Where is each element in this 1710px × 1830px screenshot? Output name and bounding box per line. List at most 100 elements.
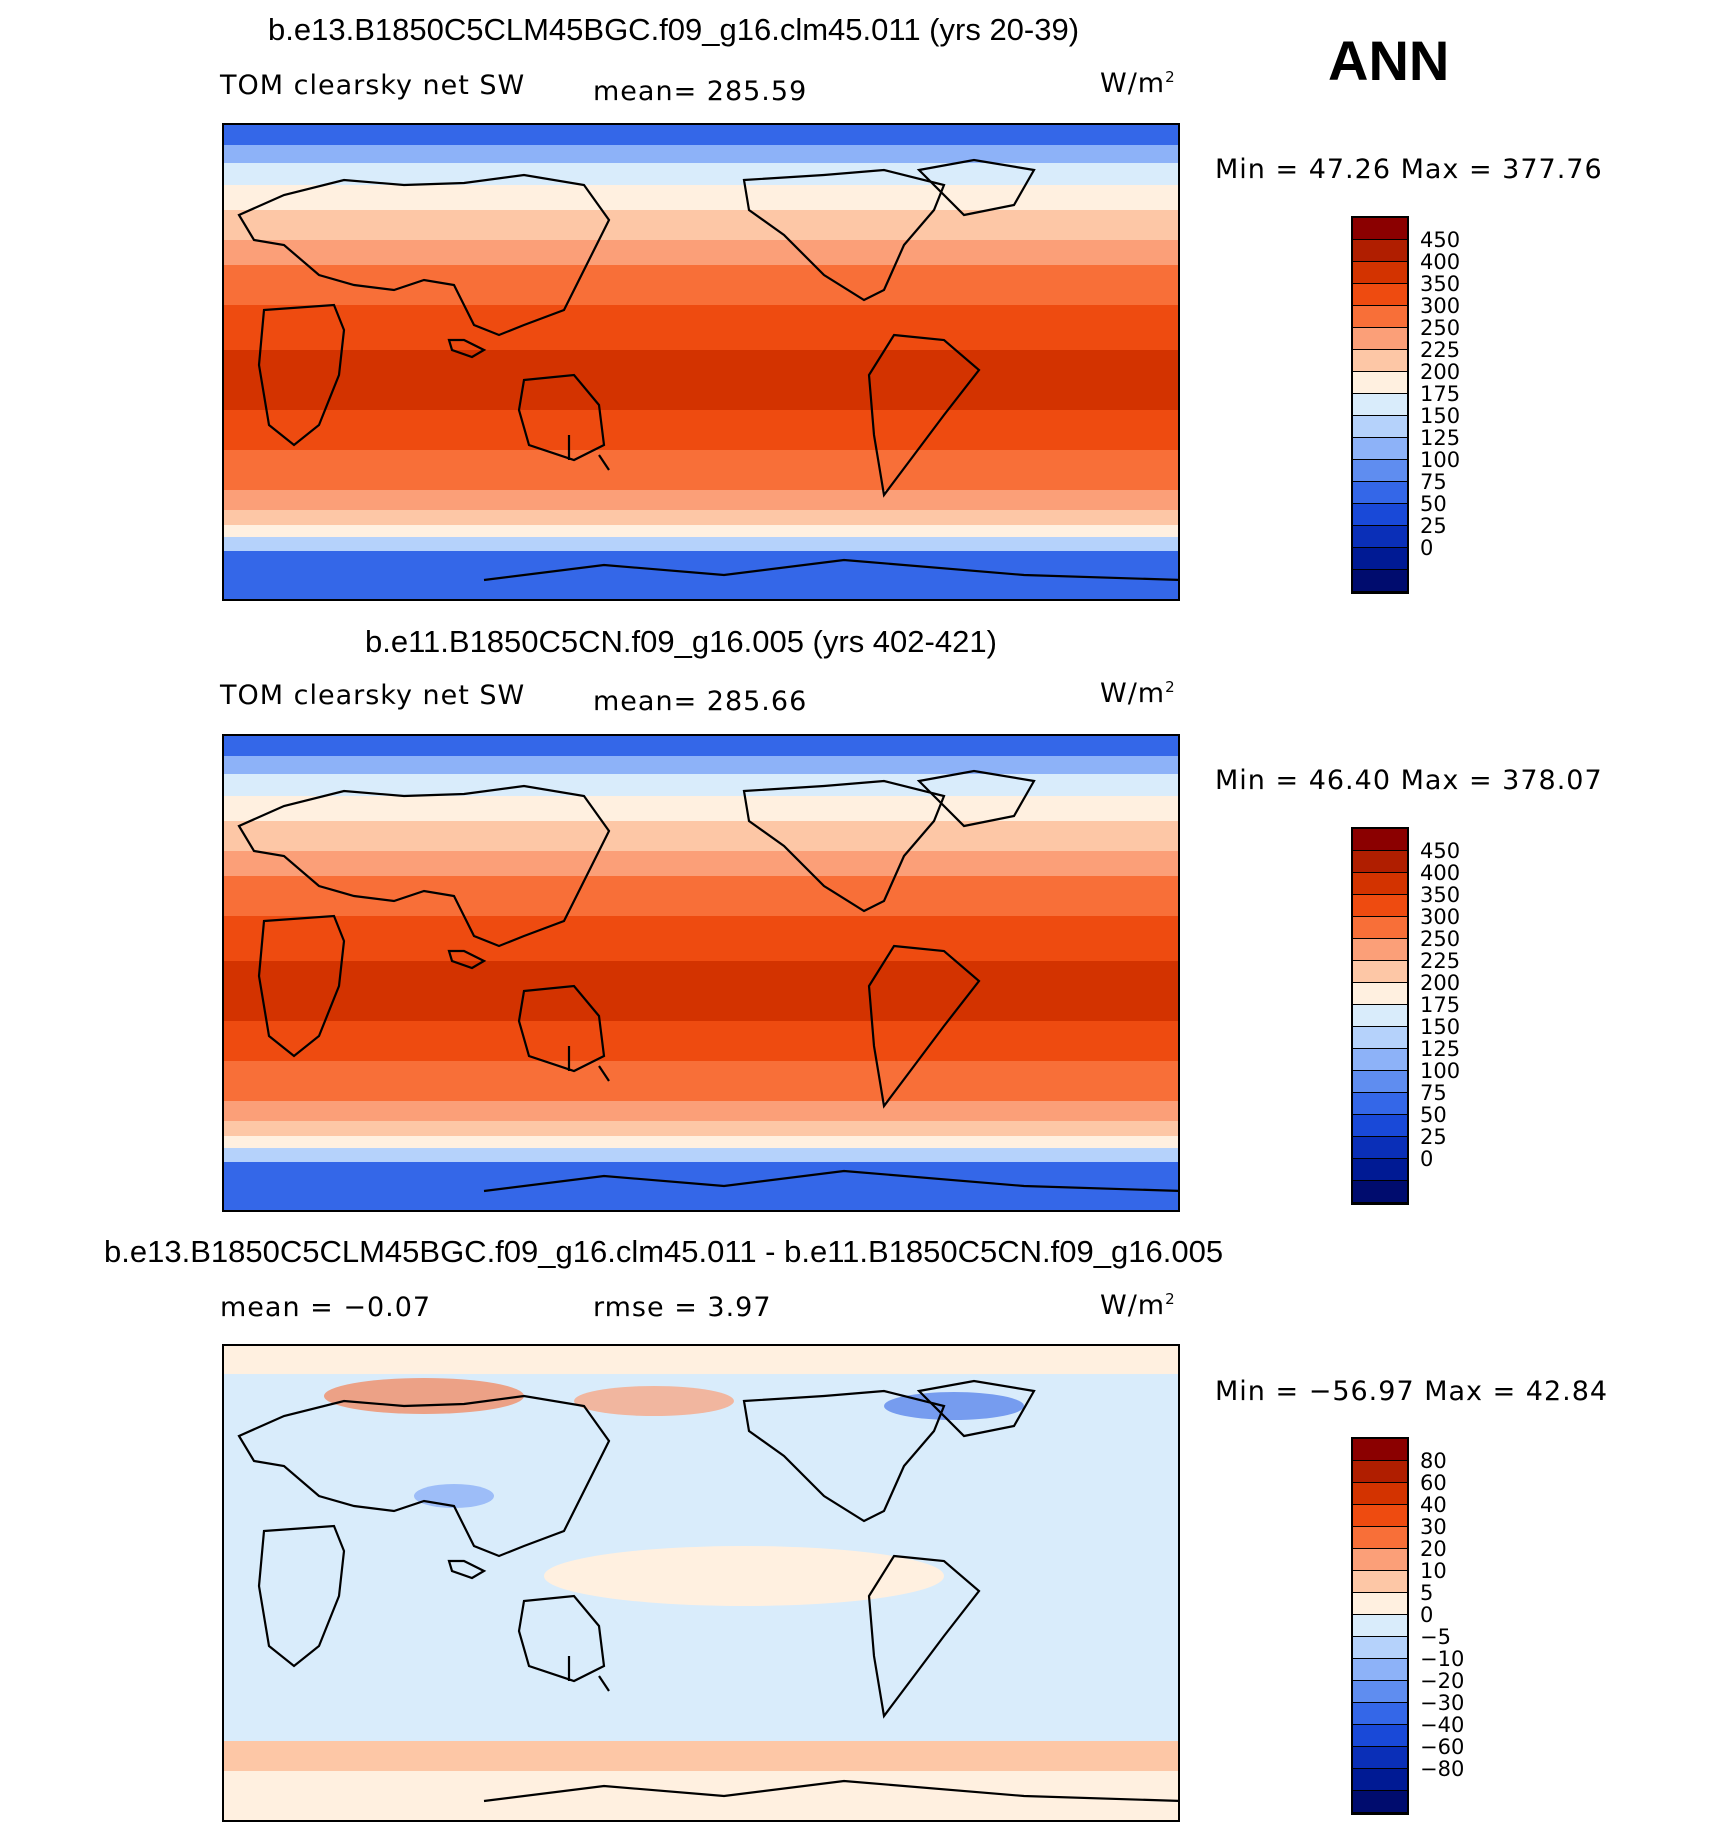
colorbar-tick-label: 400 — [1420, 250, 1461, 274]
panel-title: b.e13.B1850C5CLM45BGC.f09_g16.clm45.011 … — [104, 1234, 1224, 1269]
colorbar-segment — [1353, 306, 1407, 328]
colorbar-tick-label: 350 — [1420, 272, 1461, 296]
colorbar-tick-label: 300 — [1420, 294, 1461, 318]
min-max-label: Min = 47.26 Max = 377.76 — [1215, 154, 1603, 185]
colorbar-tick-label: 300 — [1420, 905, 1461, 929]
colorbar-tick-label: 225 — [1420, 949, 1461, 973]
colorbar-segment — [1353, 350, 1407, 372]
colorbar-tick-label: 150 — [1420, 404, 1461, 428]
colorbar-segment — [1353, 328, 1407, 350]
colorbar-segment — [1353, 1615, 1407, 1637]
colorbar-tick-label: 10 — [1420, 1559, 1447, 1583]
colorbar-segment — [1353, 1549, 1407, 1571]
colorbar-segment — [1353, 1593, 1407, 1615]
colorbar-tick-label: 75 — [1420, 470, 1447, 494]
colorbar-tick-label: 5 — [1420, 1581, 1434, 1605]
colorbar-segment — [1353, 262, 1407, 284]
variable-label: TOM clearsky net SW — [220, 680, 526, 711]
colorbar-segment — [1353, 1725, 1407, 1747]
colorbar-tick-label: 75 — [1420, 1081, 1447, 1105]
colorbar-segment — [1353, 1483, 1407, 1505]
colorbar-segment — [1353, 1747, 1407, 1769]
colorbar-segment — [1353, 939, 1407, 961]
colorbar — [1351, 1437, 1409, 1815]
colorbar-segment — [1353, 1439, 1407, 1461]
colorbar-segment — [1353, 961, 1407, 983]
colorbar-tick-label: −20 — [1420, 1669, 1465, 1693]
mean-label: mean = −0.07 — [220, 1292, 432, 1323]
colorbar-tick-label: 200 — [1420, 971, 1461, 995]
map-field — [224, 1346, 1178, 1820]
colorbar-tick-label: 400 — [1420, 861, 1461, 885]
colorbar-segment — [1353, 983, 1407, 1005]
colorbar-segment — [1353, 240, 1407, 262]
colorbar-tick-label: 80 — [1420, 1449, 1447, 1473]
colorbar-segment — [1353, 1093, 1407, 1115]
colorbar-segment — [1353, 1527, 1407, 1549]
colorbar-tick-label: −5 — [1420, 1625, 1451, 1649]
variable-label: TOM clearsky net SW — [220, 70, 526, 101]
colorbar-tick-label: −10 — [1420, 1647, 1465, 1671]
colorbar-segment — [1353, 394, 1407, 416]
colorbar-segment — [1353, 829, 1407, 851]
colorbar-tick-label: 0 — [1420, 1147, 1434, 1171]
colorbar-segment — [1353, 1071, 1407, 1093]
units-label: W/m2 — [1100, 678, 1176, 709]
colorbar-tick-label: 125 — [1420, 1037, 1461, 1061]
colorbar-tick-label: 450 — [1420, 228, 1461, 252]
colorbar-segment — [1353, 1159, 1407, 1181]
colorbar-segment — [1353, 482, 1407, 504]
colorbar-segment — [1353, 1461, 1407, 1483]
panel-title: b.e11.B1850C5CN.f09_g16.005 (yrs 402-421… — [365, 624, 997, 659]
colorbar-tick-label: 100 — [1420, 1059, 1461, 1083]
colorbar-segment — [1353, 895, 1407, 917]
rmse-label: rmse = 3.97 — [593, 1292, 772, 1323]
colorbar-segment — [1353, 1137, 1407, 1159]
colorbar-tick-label: 0 — [1420, 536, 1434, 560]
colorbar-segment — [1353, 460, 1407, 482]
colorbar-tick-label: 50 — [1420, 1103, 1447, 1127]
colorbar-tick-label: −60 — [1420, 1735, 1465, 1759]
colorbar-segment — [1353, 873, 1407, 895]
colorbar-segment — [1353, 1505, 1407, 1527]
units-label: W/m2 — [1100, 68, 1176, 99]
colorbar-tick-label: 250 — [1420, 316, 1461, 340]
colorbar-segment — [1353, 526, 1407, 548]
colorbar-tick-label: 50 — [1420, 492, 1447, 516]
colorbar-tick-label: −30 — [1420, 1691, 1465, 1715]
colorbar-tick-label: 450 — [1420, 839, 1461, 863]
colorbar-tick-label: 175 — [1420, 382, 1461, 406]
season-label: ANN — [1328, 29, 1450, 92]
map-field — [224, 736, 1178, 1210]
mean-label: mean= 285.66 — [593, 686, 808, 717]
colorbar-segment — [1353, 372, 1407, 394]
colorbar-tick-label: 25 — [1420, 514, 1447, 538]
colorbar-segment — [1353, 1049, 1407, 1071]
colorbar-segment — [1353, 284, 1407, 306]
colorbar-tick-label: 125 — [1420, 426, 1461, 450]
colorbar-segment — [1353, 438, 1407, 460]
colorbar-segment — [1353, 851, 1407, 873]
colorbar-segment — [1353, 416, 1407, 438]
colorbar-tick-label: 225 — [1420, 338, 1461, 362]
colorbar-segment — [1353, 1027, 1407, 1049]
colorbar-segment — [1353, 1791, 1407, 1813]
colorbar-tick-label: 30 — [1420, 1515, 1447, 1539]
colorbar-segment — [1353, 1681, 1407, 1703]
panel-title: b.e13.B1850C5CLM45BGC.f09_g16.clm45.011 … — [268, 12, 1080, 47]
global-map — [222, 734, 1180, 1212]
mean-label: mean= 285.59 — [593, 76, 808, 107]
global-map — [222, 123, 1180, 601]
colorbar-segment — [1353, 548, 1407, 570]
colorbar-segment — [1353, 1181, 1407, 1203]
colorbar-segment — [1353, 570, 1407, 592]
min-max-label: Min = 46.40 Max = 378.07 — [1215, 765, 1603, 796]
units-label: W/m2 — [1100, 1290, 1176, 1321]
colorbar-tick-label: 60 — [1420, 1471, 1447, 1495]
colorbar-tick-label: 200 — [1420, 360, 1461, 384]
colorbar-tick-label: −40 — [1420, 1713, 1465, 1737]
colorbar-tick-label: 175 — [1420, 993, 1461, 1017]
colorbar-segment — [1353, 917, 1407, 939]
colorbar-tick-label: 40 — [1420, 1493, 1447, 1517]
min-max-label: Min = −56.97 Max = 42.84 — [1215, 1376, 1609, 1407]
